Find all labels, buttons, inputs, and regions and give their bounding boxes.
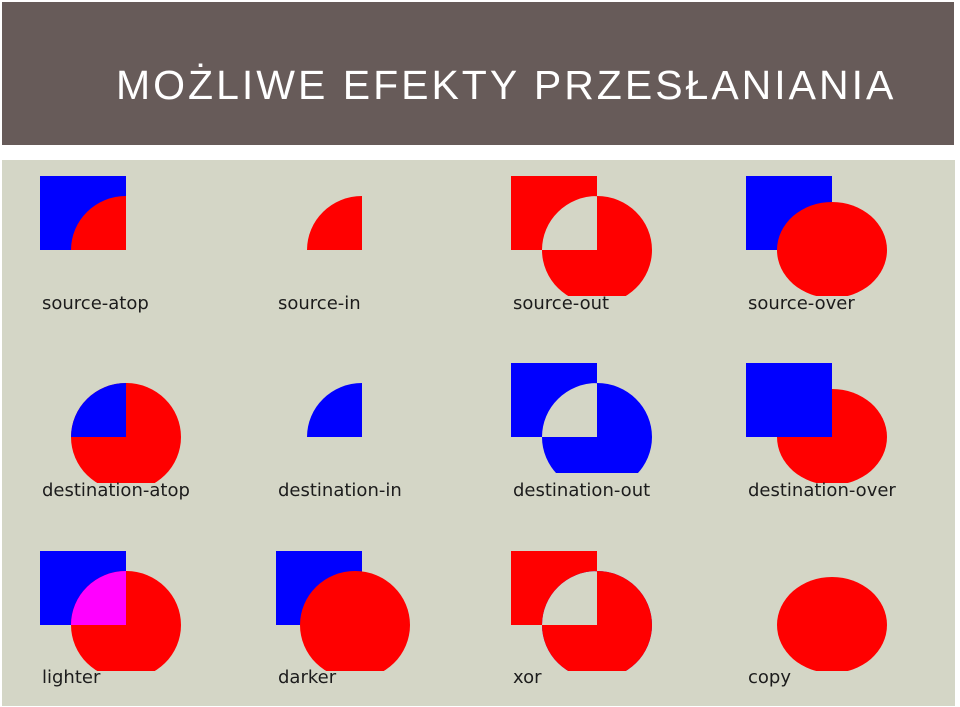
destination-out-graphic [511,363,652,473]
source-atop-graphic [40,176,126,250]
source-circle [300,571,410,671]
source-circle [307,196,362,250]
label-destination-over: destination-over [748,480,896,501]
label-source-in: source-in [278,293,361,314]
label-destination-in: destination-in [278,480,402,501]
label-source-over: source-over [748,293,855,314]
source-circle [777,577,887,671]
xor-graphic [511,551,652,671]
source-out-graphic [511,176,652,296]
destination-over-graphic [746,363,887,483]
label-source-atop: source-atop [42,293,149,314]
source-circle [777,202,887,296]
destination-atop-graphic [71,383,181,483]
label-xor: xor [513,667,542,688]
copy-graphic [777,577,887,671]
lighter-graphic [40,551,181,671]
source-in-graphic [307,196,362,250]
source-circle [511,551,652,671]
source-circle [511,176,652,296]
title-bar: MOŻLIWE EFEKTY PRZESŁANIANIA [0,0,956,147]
label-destination-atop: destination-atop [42,480,190,501]
source-circle [71,196,126,250]
slide-title: MOŻLIWE EFEKTY PRZESŁANIANIA [116,62,897,108]
destination-in-graphic [307,383,362,437]
label-copy: copy [748,667,791,688]
label-destination-out: destination-out [513,480,651,501]
darker-graphic [276,551,410,671]
source-over-graphic [746,176,887,296]
destination-square [511,363,652,473]
destination-square [71,383,126,437]
composite-examples-panel: source-atop source-in source-out source-… [2,160,955,706]
label-source-out: source-out [513,293,610,314]
destination-square [746,363,832,437]
destination-square [307,383,362,437]
label-lighter: lighter [42,667,101,688]
label-darker: darker [278,667,337,688]
